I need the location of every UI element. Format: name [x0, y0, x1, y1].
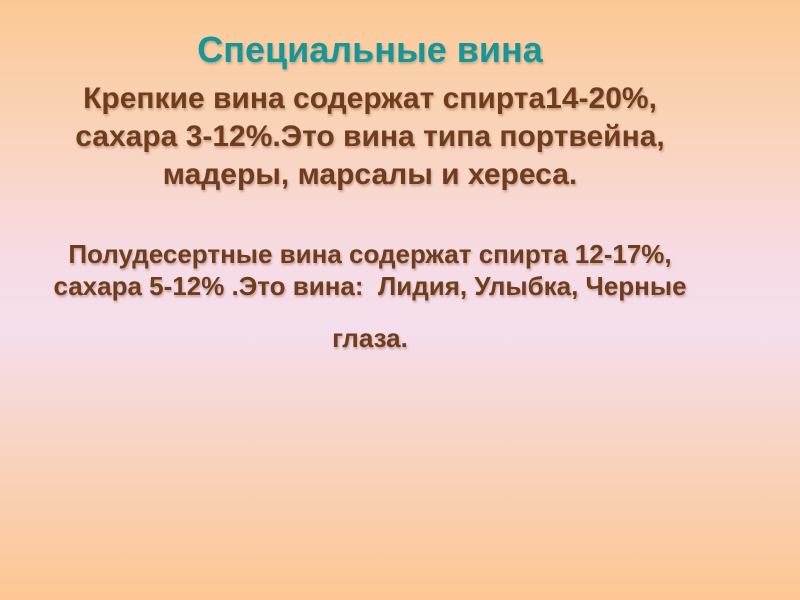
- text-line: глаза.: [332, 323, 408, 353]
- paragraph-strong-wines: Крепкие вина содержат спирта14-20%, саха…: [15, 80, 725, 194]
- text-line: сахара 3-12%.Это вина типа портвейна,: [75, 120, 665, 153]
- slide-title: Специальные вина: [197, 29, 543, 70]
- text-line: Полудесертные вина содержат спирта 12-17…: [68, 239, 672, 269]
- text-line: Крепкие вина содержат спирта14-20%,: [83, 82, 657, 115]
- text-line: сахара 5-12% .Это вина: Лидия, Улыбка, Ч…: [53, 271, 687, 301]
- paragraph-semi-dessert-wines: Полудесертные вина содержат спирта 12-17…: [15, 238, 725, 354]
- text-line: мадеры, марсалы и хереса.: [162, 158, 578, 191]
